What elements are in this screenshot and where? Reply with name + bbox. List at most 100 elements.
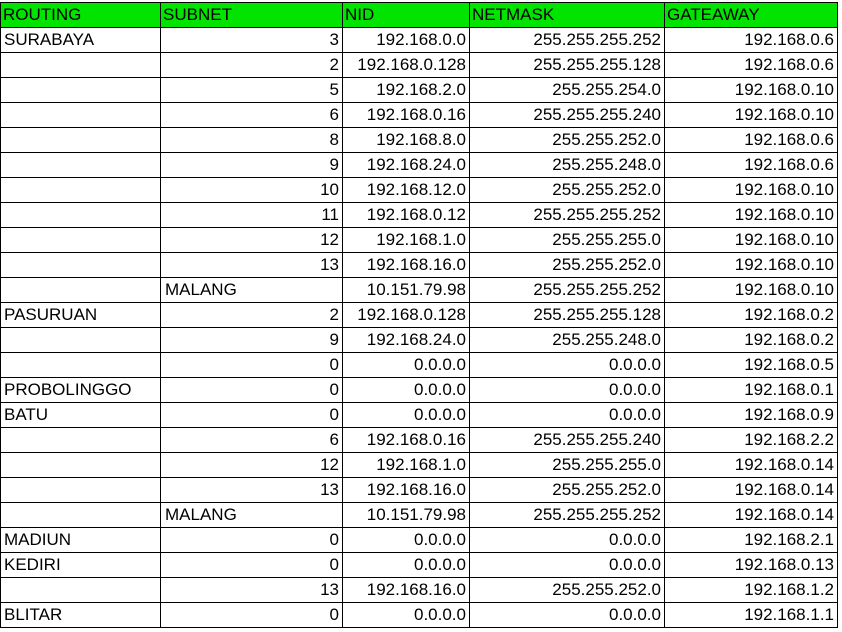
cell-nid[interactable]: 192.168.0.12 [342,202,470,228]
header-routing[interactable]: ROUTING [0,2,161,28]
cell-gateway[interactable]: 192.168.1.1 [664,602,838,628]
cell-nid[interactable]: 192.168.16.0 [342,577,470,603]
cell-subnet[interactable]: 2 [160,52,343,78]
cell-routing[interactable] [0,177,161,203]
cell-nid[interactable]: 192.168.1.0 [342,227,470,253]
cell-subnet[interactable]: 0 [160,527,343,553]
cell-gateway[interactable]: 192.168.0.2 [664,302,838,328]
cell-gateway[interactable]: 192.168.0.10 [664,102,838,128]
cell-subnet[interactable]: 0 [160,552,343,578]
cell-nid[interactable]: 0.0.0.0 [342,602,470,628]
cell-netmask[interactable]: 255.255.252.0 [469,177,665,203]
cell-gateway[interactable]: 192.168.0.10 [664,177,838,203]
cell-netmask[interactable]: 255.255.255.240 [469,427,665,453]
cell-netmask[interactable]: 255.255.252.0 [469,127,665,153]
header-nid[interactable]: NID [342,2,470,28]
cell-netmask[interactable]: 255.255.254.0 [469,77,665,103]
cell-nid[interactable]: 192.168.8.0 [342,127,470,153]
cell-subnet[interactable]: 2 [160,302,343,328]
cell-netmask[interactable]: 255.255.255.128 [469,302,665,328]
cell-gateway[interactable]: 192.168.0.13 [664,552,838,578]
cell-routing[interactable]: MADIUN [0,527,161,553]
cell-subnet[interactable]: 6 [160,102,343,128]
cell-routing[interactable] [0,202,161,228]
cell-routing[interactable] [0,502,161,528]
cell-netmask[interactable]: 0.0.0.0 [469,377,665,403]
cell-routing[interactable] [0,577,161,603]
cell-subnet[interactable]: 8 [160,127,343,153]
cell-netmask[interactable]: 0.0.0.0 [469,352,665,378]
cell-routing[interactable]: BLITAR [0,602,161,628]
cell-nid[interactable]: 192.168.16.0 [342,477,470,503]
cell-netmask[interactable]: 255.255.255.252 [469,202,665,228]
cell-subnet[interactable]: 10 [160,177,343,203]
cell-subnet[interactable]: 3 [160,27,343,53]
cell-netmask[interactable]: 255.255.255.252 [469,277,665,303]
cell-gateway[interactable]: 192.168.2.1 [664,527,838,553]
cell-gateway[interactable]: 192.168.0.10 [664,277,838,303]
cell-netmask[interactable]: 0.0.0.0 [469,602,665,628]
cell-nid[interactable]: 192.168.0.16 [342,427,470,453]
cell-gateway[interactable]: 192.168.0.5 [664,352,838,378]
cell-nid[interactable]: 192.168.0.0 [342,27,470,53]
cell-routing[interactable] [0,427,161,453]
cell-subnet[interactable]: 9 [160,327,343,353]
cell-routing[interactable]: SURABAYA [0,27,161,53]
cell-gateway[interactable]: 192.168.1.2 [664,577,838,603]
cell-nid[interactable]: 0.0.0.0 [342,552,470,578]
cell-nid[interactable]: 0.0.0.0 [342,352,470,378]
cell-routing[interactable] [0,452,161,478]
cell-netmask[interactable]: 255.255.248.0 [469,152,665,178]
cell-subnet[interactable]: 12 [160,227,343,253]
cell-routing[interactable] [0,52,161,78]
cell-gateway[interactable]: 192.168.0.10 [664,77,838,103]
cell-netmask[interactable]: 255.255.248.0 [469,327,665,353]
cell-routing[interactable] [0,352,161,378]
cell-netmask[interactable]: 255.255.255.128 [469,52,665,78]
cell-nid[interactable]: 10.151.79.98 [342,277,470,303]
cell-netmask[interactable]: 255.255.252.0 [469,477,665,503]
cell-subnet[interactable]: 0 [160,402,343,428]
cell-gateway[interactable]: 192.168.0.10 [664,252,838,278]
cell-nid[interactable]: 0.0.0.0 [342,377,470,403]
cell-gateway[interactable]: 192.168.2.2 [664,427,838,453]
cell-subnet[interactable]: 9 [160,152,343,178]
cell-netmask[interactable]: 255.255.252.0 [469,252,665,278]
cell-nid[interactable]: 0.0.0.0 [342,527,470,553]
cell-gateway[interactable]: 192.168.0.14 [664,502,838,528]
cell-routing[interactable] [0,277,161,303]
cell-routing[interactable] [0,327,161,353]
cell-subnet[interactable]: 13 [160,577,343,603]
cell-netmask[interactable]: 255.255.255.0 [469,452,665,478]
cell-nid[interactable]: 10.151.79.98 [342,502,470,528]
cell-netmask[interactable]: 0.0.0.0 [469,402,665,428]
cell-netmask[interactable]: 255.255.252.0 [469,577,665,603]
cell-nid[interactable]: 192.168.1.0 [342,452,470,478]
cell-routing[interactable] [0,252,161,278]
cell-netmask[interactable]: 0.0.0.0 [469,527,665,553]
cell-subnet[interactable]: 13 [160,477,343,503]
cell-netmask[interactable]: 255.255.255.252 [469,27,665,53]
cell-subnet[interactable]: 12 [160,452,343,478]
cell-netmask[interactable]: 255.255.255.252 [469,502,665,528]
cell-gateway[interactable]: 192.168.0.14 [664,477,838,503]
cell-nid[interactable]: 192.168.0.128 [342,52,470,78]
cell-subnet[interactable]: MALANG [160,277,343,303]
cell-nid[interactable]: 192.168.2.0 [342,77,470,103]
cell-nid[interactable]: 192.168.24.0 [342,327,470,353]
cell-gateway[interactable]: 192.168.0.10 [664,227,838,253]
cell-routing[interactable] [0,127,161,153]
cell-subnet[interactable]: 0 [160,602,343,628]
cell-routing[interactable]: PROBOLINGGO [0,377,161,403]
cell-subnet[interactable]: MALANG [160,502,343,528]
cell-subnet[interactable]: 13 [160,252,343,278]
cell-netmask[interactable]: 255.255.255.240 [469,102,665,128]
cell-gateway[interactable]: 192.168.0.10 [664,202,838,228]
cell-netmask[interactable]: 0.0.0.0 [469,552,665,578]
cell-gateway[interactable]: 192.168.0.9 [664,402,838,428]
cell-nid[interactable]: 0.0.0.0 [342,402,470,428]
cell-subnet[interactable]: 6 [160,427,343,453]
cell-routing[interactable] [0,102,161,128]
cell-routing[interactable] [0,227,161,253]
cell-gateway[interactable]: 192.168.0.2 [664,327,838,353]
